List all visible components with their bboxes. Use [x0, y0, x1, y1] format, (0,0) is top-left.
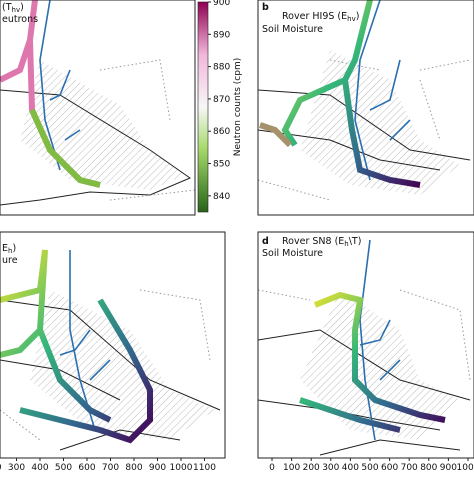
panel-a-map: (Thv) eutrons [0, 0, 195, 206]
title-sub: hv [12, 6, 21, 14]
title-part: Rover SN8 (E [282, 236, 344, 247]
panel-frame [257, 0, 474, 216]
boundary [0, 89, 192, 206]
colorbar-tick-label: 860 [213, 127, 230, 137]
x-tick-label: 800 [420, 463, 437, 473]
x-tick-label: 1000 [170, 463, 193, 473]
x-tick-label: 1000 [457, 463, 474, 473]
panel-subtitle: Soil Moisture [262, 248, 323, 259]
rover-track [299, 291, 446, 433]
rover-track [0, 249, 153, 444]
x-tick-label: 0 [269, 463, 275, 473]
panel-b-map: b Rover HI9S (Ehv) Soil Moisture [258, 0, 471, 201]
panel-subtitle: ure [2, 255, 18, 266]
rover-track [281, 0, 421, 188]
title-part: (T [2, 2, 12, 13]
colorbar-label: Neutron counts (cpm) [233, 58, 243, 156]
x-tick-label: 400 [342, 463, 359, 473]
panel-subtitle: Soil Moisture [262, 24, 323, 35]
panel-title: (Thv) [2, 2, 24, 14]
dotted-line [258, 289, 471, 381]
panel-title: Rover SN8 (Eh\T) [282, 236, 361, 248]
river [359, 239, 401, 441]
hatched-area [300, 290, 460, 440]
title-sub: h [344, 240, 348, 248]
x-tick-label: 100 [283, 463, 300, 473]
colorbar [197, 1, 209, 213]
panel-title: Eh) [2, 243, 16, 255]
x-tick-label: 300 [322, 463, 339, 473]
x-tick-label: 400 [31, 463, 48, 473]
panel-letter: d [262, 236, 269, 247]
panel-frame [257, 231, 474, 459]
x-tick-label: 1100 [193, 463, 216, 473]
hatched-area [30, 290, 215, 440]
colorbar-tick-label: 840 [213, 192, 230, 202]
colorbar-tick-label: 900 [213, 0, 230, 8]
panel-subtitle: eutrons [2, 14, 38, 25]
x-tick-label: 700 [401, 463, 418, 473]
x-ticks: 2003004005006007008009001000110001002003… [0, 458, 474, 473]
title-sub: hv [347, 15, 356, 23]
dotted-line [0, 289, 211, 441]
x-tick-label: 500 [55, 463, 72, 473]
colorbar-tick-label: 850 [213, 160, 230, 170]
hatched-area [20, 60, 185, 190]
boundary [258, 329, 471, 456]
x-tick-label: 600 [78, 463, 95, 473]
boundary [0, 299, 221, 451]
x-tick-label: 600 [381, 463, 398, 473]
colorbar-tick-label: 890 [213, 30, 230, 40]
colorbar-tick-label: 880 [213, 63, 230, 73]
panel-frame [0, 0, 196, 216]
title-part: \T) [349, 236, 362, 247]
dotted-line [99, 59, 195, 201]
x-tick-label: 200 [0, 463, 2, 473]
x-tick-label: 900 [440, 463, 457, 473]
title-sub: h [8, 247, 12, 255]
title-part: E [2, 243, 8, 254]
panel-c-map: Eh) ure [0, 243, 221, 451]
title-part: ) [20, 2, 24, 13]
panel-d-map: d Rover SN8 (Eh\T) Soil Moisture [258, 236, 471, 456]
river [354, 0, 411, 181]
colorbar-ticks: 840 850 860 870 880 890 900 [208, 0, 230, 202]
panel-frame [0, 231, 226, 459]
x-tick-label: 200 [303, 463, 320, 473]
x-tick-label: 800 [125, 463, 142, 473]
title-part: Rover HI9S (E [282, 11, 347, 22]
panel-title: Rover HI9S (Ehv) [282, 11, 359, 23]
hatched-area [300, 50, 460, 195]
colorbar-tick-label: 870 [213, 95, 230, 105]
title-part: ) [12, 243, 16, 254]
panel-letter: b [262, 2, 269, 13]
x-tick-label: 300 [8, 463, 25, 473]
x-tick-label: 500 [361, 463, 378, 473]
x-tick-label: 900 [149, 463, 166, 473]
river [39, 0, 81, 171]
rover-track [29, 108, 101, 188]
x-tick-label: 700 [102, 463, 119, 473]
rover-track [259, 122, 293, 148]
title-part: ) [356, 11, 360, 22]
